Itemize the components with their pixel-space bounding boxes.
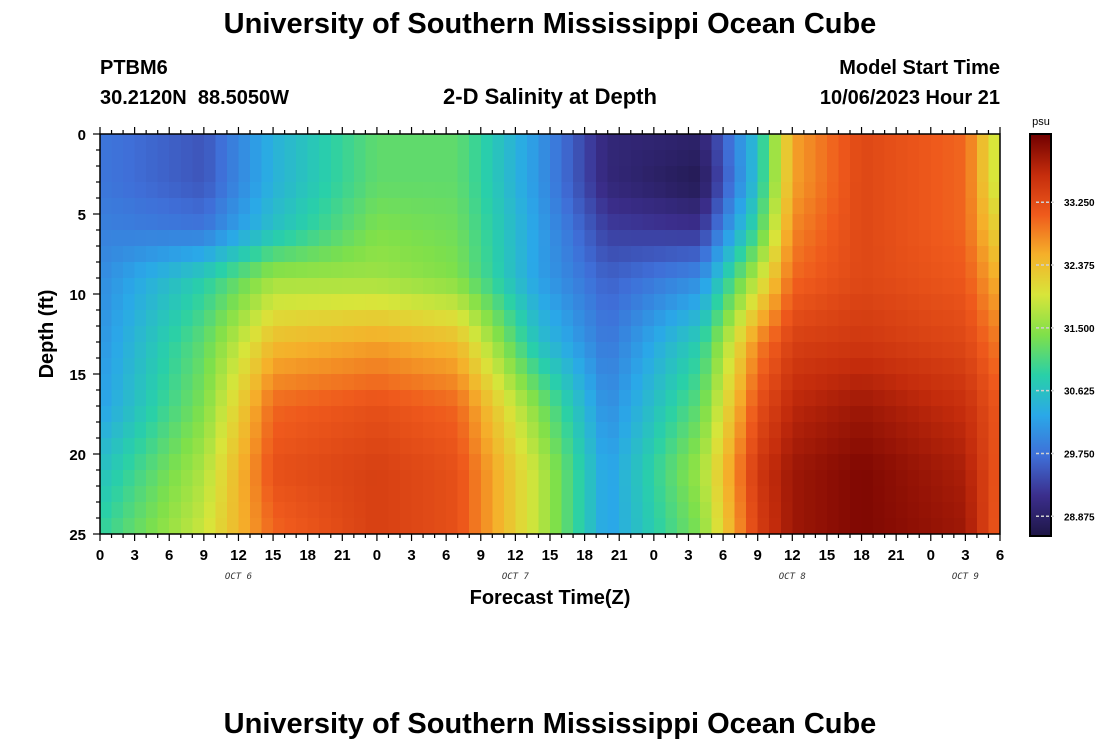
y-tick-label: 5 bbox=[78, 207, 86, 224]
station-id: PTBM6 bbox=[100, 57, 168, 79]
heatmap-image bbox=[100, 134, 1000, 534]
date-label: OCT 6 bbox=[225, 572, 252, 582]
x-tick-label: 6 bbox=[442, 547, 450, 564]
x-tick-label: 18 bbox=[853, 547, 870, 564]
x-tick-label: 3 bbox=[130, 547, 138, 564]
x-tick-label: 18 bbox=[576, 547, 593, 564]
x-tick-label: 6 bbox=[719, 547, 727, 564]
x-tick-label: 12 bbox=[507, 547, 524, 564]
x-tick-label: 9 bbox=[200, 547, 208, 564]
y-tick-label: 15 bbox=[69, 367, 86, 384]
colorbar-tick-label: 30.625 bbox=[1064, 387, 1095, 398]
x-tick-label: 18 bbox=[299, 547, 316, 564]
station-coords: 30.2120N 88.5050W bbox=[100, 87, 290, 109]
x-tick-label: 0 bbox=[96, 547, 104, 564]
y-axis-title: Depth (ft) bbox=[36, 290, 58, 379]
x-tick-label: 12 bbox=[784, 547, 801, 564]
model-start-value: 10/06/2023 Hour 21 bbox=[819, 87, 1000, 109]
x-tick-label: 3 bbox=[684, 547, 692, 564]
x-tick-label: 3 bbox=[407, 547, 415, 564]
x-tick-label: 6 bbox=[165, 547, 173, 564]
x-tick-label: 21 bbox=[611, 547, 628, 564]
colorbar-tick-label: 32.375 bbox=[1064, 261, 1095, 272]
x-tick-label: 9 bbox=[754, 547, 762, 564]
x-tick-label: 15 bbox=[265, 547, 282, 564]
colorbar-tick-label: 33.250 bbox=[1064, 198, 1095, 209]
y-tick-label: 20 bbox=[69, 447, 86, 464]
colorbar-tick-label: 28.875 bbox=[1064, 512, 1095, 523]
x-axis-title: Forecast Time(Z) bbox=[470, 587, 631, 609]
date-label: OCT 7 bbox=[502, 572, 530, 582]
colorbar-tick-label: 31.500 bbox=[1064, 324, 1095, 335]
x-tick-label: 21 bbox=[888, 547, 905, 564]
x-tick-label: 6 bbox=[996, 547, 1004, 564]
colorbar-tick-label: 29.750 bbox=[1064, 449, 1095, 460]
colorbar-gradient bbox=[1029, 133, 1052, 537]
x-tick-label: 12 bbox=[230, 547, 247, 564]
y-tick-label: 25 bbox=[69, 527, 86, 544]
x-axis: 0 3 6 9 12 15 18 21 0 3 6 9 12 15 18 21 0 3 6 9 12 15 18 21 0 3 6 O… bbox=[96, 127, 1004, 582]
y-tick-label: 10 bbox=[69, 287, 86, 304]
colorbar-unit-label: psu bbox=[1032, 116, 1050, 128]
footer-title: University of Southern Mississippi Ocean… bbox=[223, 708, 877, 740]
y-tick-label: 0 bbox=[78, 127, 86, 144]
x-tick-label: 0 bbox=[927, 547, 935, 564]
x-tick-label: 21 bbox=[334, 547, 351, 564]
date-label: OCT 8 bbox=[779, 572, 806, 582]
model-start-label: Model Start Time bbox=[839, 57, 1000, 79]
colorbar: psu 33.250 32.375 31.500 30.625 29.750 28.875 bbox=[1029, 116, 1095, 537]
x-tick-label: 0 bbox=[650, 547, 658, 564]
chart-subtitle: 2-D Salinity at Depth bbox=[443, 84, 657, 109]
x-tick-label: 9 bbox=[477, 547, 485, 564]
x-tick-label: 0 bbox=[373, 547, 381, 564]
x-tick-label: 3 bbox=[961, 547, 969, 564]
date-label: OCT 9 bbox=[952, 572, 979, 582]
x-tick-label: 15 bbox=[819, 547, 836, 564]
y-axis: 0 5 10 15 20 25 bbox=[69, 127, 100, 544]
page-title: University of Southern Mississippi Ocean… bbox=[223, 8, 877, 40]
x-tick-label: 15 bbox=[542, 547, 559, 564]
